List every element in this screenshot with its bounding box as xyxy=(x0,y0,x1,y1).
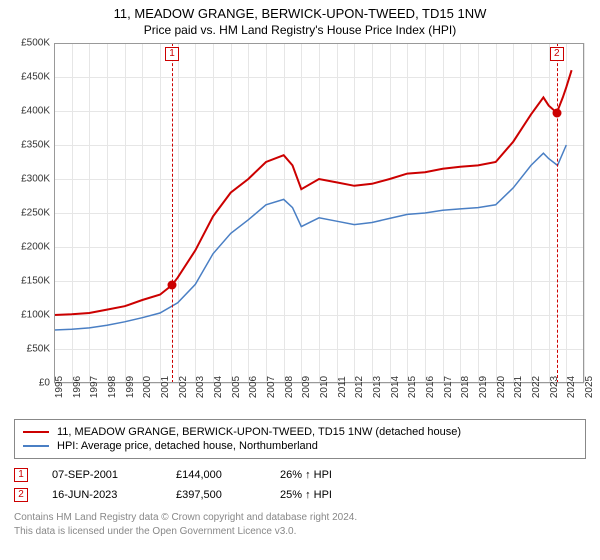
legend-swatch xyxy=(23,431,49,433)
x-axis-label: 2014 xyxy=(390,376,401,398)
x-axis-label: 2006 xyxy=(248,376,259,398)
x-axis-label: 2017 xyxy=(443,376,454,398)
transaction-price: £397,500 xyxy=(176,489,256,501)
x-axis-label: 2023 xyxy=(549,376,560,398)
x-axis-label: 2002 xyxy=(178,376,189,398)
x-axis-label: 1999 xyxy=(125,376,136,398)
y-axis-label: £250K xyxy=(21,208,50,219)
legend-item: HPI: Average price, detached house, Nort… xyxy=(23,439,577,453)
x-axis-label: 1995 xyxy=(54,376,65,398)
x-axis-label: 2000 xyxy=(142,376,153,398)
y-axis-label: £450K xyxy=(21,72,50,83)
transaction-hpi: 26% ↑ HPI xyxy=(280,469,380,481)
x-axis-label: 2019 xyxy=(478,376,489,398)
x-axis-label: 2011 xyxy=(337,376,348,398)
x-axis-label: 2012 xyxy=(354,376,365,398)
y-axis-label: £400K xyxy=(21,106,50,117)
x-axis-label: 2018 xyxy=(460,376,471,398)
y-axis-label: £50K xyxy=(27,344,50,355)
chart-title: 11, MEADOW GRANGE, BERWICK-UPON-TWEED, T… xyxy=(0,0,600,21)
legend-swatch xyxy=(23,445,49,447)
series-line xyxy=(54,145,566,330)
x-axis-label: 2001 xyxy=(160,376,171,398)
transaction-date: 07-SEP-2001 xyxy=(52,469,152,481)
footer: Contains HM Land Registry data © Crown c… xyxy=(14,511,586,538)
footer-line2: This data is licensed under the Open Gov… xyxy=(14,525,586,539)
x-axis-label: 2022 xyxy=(531,376,542,398)
transaction-price: £144,000 xyxy=(176,469,256,481)
x-axis-label: 2004 xyxy=(213,376,224,398)
x-axis-label: 1997 xyxy=(89,376,100,398)
x-axis-label: 2021 xyxy=(513,376,524,398)
legend-label: HPI: Average price, detached house, Nort… xyxy=(57,440,318,452)
x-axis-label: 1998 xyxy=(107,376,118,398)
chart-area: £0 £50K £100K £150K £200K £250K £300K £350K £400… xyxy=(10,43,590,413)
y-axis-label: £100K xyxy=(21,310,50,321)
y-axis-label: £150K xyxy=(21,276,50,287)
marker-line xyxy=(172,43,173,383)
legend: 11, MEADOW GRANGE, BERWICK-UPON-TWEED, T… xyxy=(14,419,586,459)
x-axis-label: 2013 xyxy=(372,376,383,398)
x-axis-label: 2025 xyxy=(584,376,595,398)
marker-dot xyxy=(168,281,177,290)
transaction-date: 16-JUN-2023 xyxy=(52,489,152,501)
marker-dot xyxy=(552,108,561,117)
x-axis-label: 1996 xyxy=(72,376,83,398)
x-axis-label: 2003 xyxy=(195,376,206,398)
footer-line1: Contains HM Land Registry data © Crown c… xyxy=(14,511,586,525)
transaction-row: 1 07-SEP-2001 £144,000 26% ↑ HPI xyxy=(14,465,586,485)
x-axis-label: 2024 xyxy=(566,376,577,398)
x-axis-label: 2009 xyxy=(301,376,312,398)
marker-line xyxy=(557,43,558,383)
marker-label: 2 xyxy=(550,47,564,61)
y-axis-label: £500K xyxy=(21,38,50,49)
legend-label: 11, MEADOW GRANGE, BERWICK-UPON-TWEED, T… xyxy=(57,426,461,438)
transaction-hpi: 25% ↑ HPI xyxy=(280,489,380,501)
y-axis-label: £0 xyxy=(39,378,50,389)
gridline-v xyxy=(584,43,585,383)
x-axis-label: 2008 xyxy=(284,376,295,398)
legend-item: 11, MEADOW GRANGE, BERWICK-UPON-TWEED, T… xyxy=(23,425,577,439)
y-axis-label: £300K xyxy=(21,174,50,185)
y-axis-label: £350K xyxy=(21,140,50,151)
line-plot-svg xyxy=(54,43,584,383)
x-axis-label: 2020 xyxy=(496,376,507,398)
transactions-table: 1 07-SEP-2001 £144,000 26% ↑ HPI 2 16-JUN-202… xyxy=(14,465,586,505)
x-axis-label: 2007 xyxy=(266,376,277,398)
y-axis-label: £200K xyxy=(21,242,50,253)
x-axis-label: 2010 xyxy=(319,376,330,398)
x-axis-label: 2005 xyxy=(231,376,242,398)
transaction-row: 2 16-JUN-2023 £397,500 25% ↑ HPI xyxy=(14,485,586,505)
series-line xyxy=(54,70,572,315)
marker-label: 1 xyxy=(165,47,179,61)
plot: 12 xyxy=(54,43,584,383)
chart-subtitle: Price paid vs. HM Land Registry's House … xyxy=(0,21,600,43)
transaction-marker: 1 xyxy=(14,468,28,482)
transaction-marker: 2 xyxy=(14,488,28,502)
chart-container: 11, MEADOW GRANGE, BERWICK-UPON-TWEED, T… xyxy=(0,0,600,560)
x-axis-label: 2015 xyxy=(407,376,418,398)
x-axis-label: 2016 xyxy=(425,376,436,398)
